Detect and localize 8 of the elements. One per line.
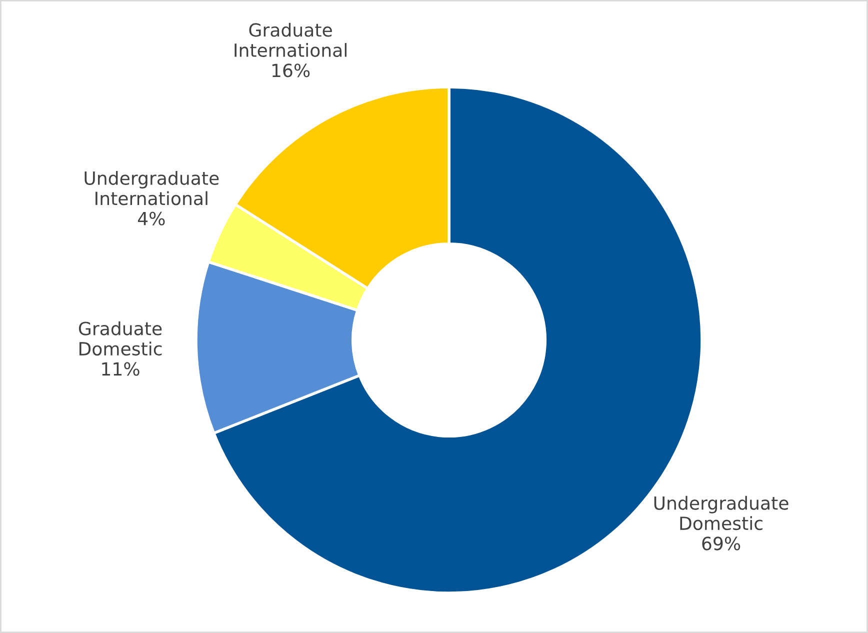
slice-label: Undergraduate Domestic: [654, 496, 788, 530]
slice-label: Graduate International: [234, 22, 346, 58]
slice-label: Undergraduate International: [84, 171, 219, 206]
data-label: 11%: [102, 362, 140, 376]
data-label: 69%: [702, 536, 740, 550]
data-label: 16%: [272, 64, 310, 78]
slice-label: Graduate Domestic: [78, 321, 162, 356]
data-label: 4%: [138, 212, 165, 226]
